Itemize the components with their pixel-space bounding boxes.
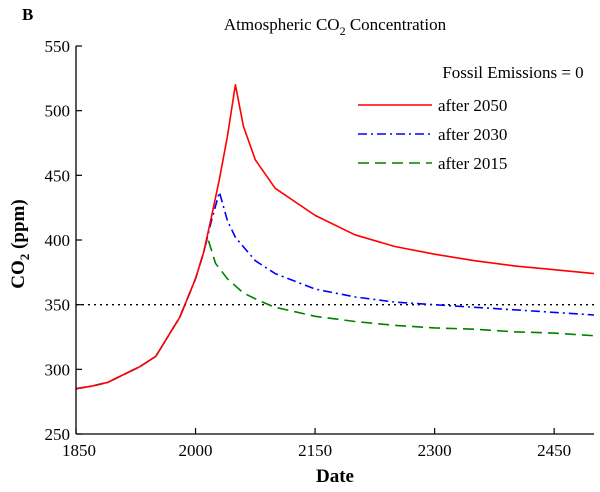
plot-marks <box>76 84 594 390</box>
y-axis-label-end: (ppm) <box>8 199 29 253</box>
series-group <box>76 84 594 390</box>
chart-title-main: Atmospheric CO <box>224 15 340 34</box>
y-tick-label-450: 450 <box>45 166 71 185</box>
y-axis-label: CO2 (ppm) <box>8 199 32 288</box>
chart-title-subscript: 2 <box>340 24 346 38</box>
series-line-after-2050 <box>76 84 594 390</box>
legend: Fossil Emissions = 0 after 2050 after 2030… <box>358 63 584 173</box>
x-tick-label-2150: 2150 <box>298 441 332 460</box>
series-line-after-2030 <box>76 191 594 390</box>
axes: 250 300 350 400 450 500 550 1850 2000 2150 2300 245… <box>45 37 594 460</box>
chart-title-end: Concentration <box>346 15 447 34</box>
y-tick-label-250: 250 <box>45 425 71 444</box>
legend-label-after-2015: after 2015 <box>438 154 507 173</box>
legend-label-after-2050: after 2050 <box>438 96 507 115</box>
y-axis-label-main: CO <box>8 260 29 289</box>
y-tick-label-400: 400 <box>45 231 71 250</box>
x-tick-label-1850: 1850 <box>62 441 96 460</box>
y-tick-label-500: 500 <box>45 102 71 121</box>
legend-label-after-2030: after 2030 <box>438 125 507 144</box>
series-line-after-2015 <box>76 236 594 390</box>
x-tick-label-2450: 2450 <box>537 441 571 460</box>
y-tick-label-550: 550 <box>45 37 71 56</box>
y-axis-label-subscript: 2 <box>17 254 32 261</box>
x-tick-label-2000: 2000 <box>179 441 213 460</box>
x-tick-label-2300: 2300 <box>418 441 452 460</box>
legend-title: Fossil Emissions = 0 <box>442 63 583 82</box>
chart-title: Atmospheric CO2 Concentration <box>224 15 447 38</box>
y-tick-label-350: 350 <box>45 296 71 315</box>
panel-label: B <box>22 5 33 24</box>
x-axis-label: Date <box>316 466 354 487</box>
y-tick-label-300: 300 <box>45 360 71 379</box>
